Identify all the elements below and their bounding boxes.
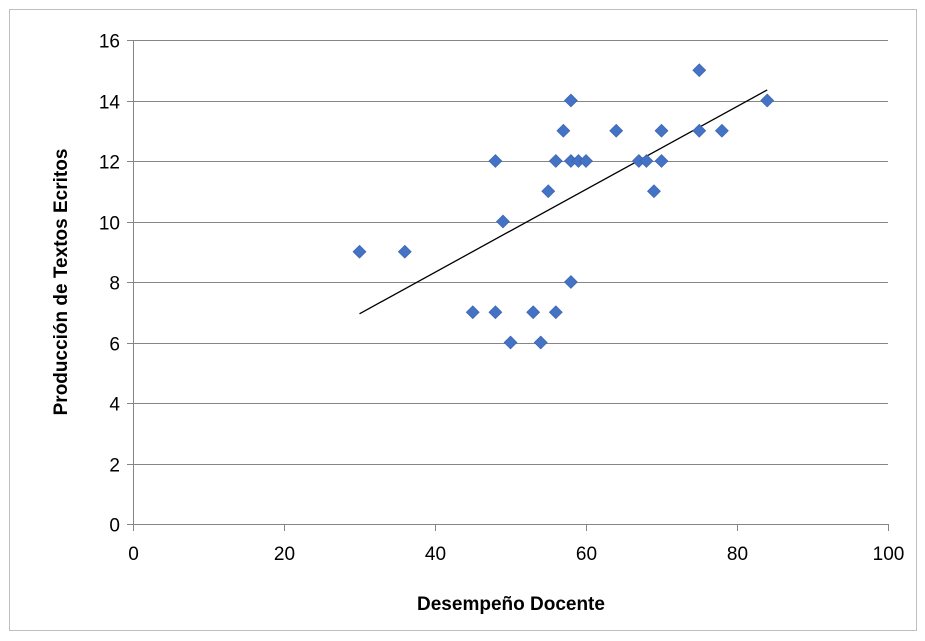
data-point-7 xyxy=(526,305,541,320)
data-point-11 xyxy=(548,154,563,168)
y-axis-title: Producción de Textos Ecritos xyxy=(51,149,72,416)
data-point-26 xyxy=(714,123,729,138)
data-point-1 xyxy=(397,244,412,259)
data-point-8 xyxy=(533,335,548,350)
x-axis-title: Desempeño Docente xyxy=(417,594,605,615)
chart-frame xyxy=(9,9,917,631)
data-point-27 xyxy=(760,93,775,108)
data-point-17 xyxy=(579,154,593,168)
x-tick-label-3: 60 xyxy=(576,544,597,565)
data-point-20 xyxy=(639,154,654,168)
data-point-10 xyxy=(548,305,563,320)
x-tick-label-4: 80 xyxy=(727,544,748,565)
data-point-6 xyxy=(503,335,518,350)
y-tick-label-7: 14 xyxy=(99,93,121,114)
data-point-18 xyxy=(609,123,624,138)
data-points xyxy=(352,63,775,350)
y-tick-label-0: 0 xyxy=(109,516,120,537)
data-point-21 xyxy=(647,184,661,199)
y-tick-label-1: 2 xyxy=(109,456,120,477)
data-point-9 xyxy=(541,184,556,199)
data-point-3 xyxy=(488,305,503,320)
y-tick-label-4: 8 xyxy=(109,274,120,295)
y-tick-label-3: 6 xyxy=(109,335,120,356)
y-tick-label-5: 10 xyxy=(99,214,120,235)
y-tick-label-2: 4 xyxy=(109,395,120,416)
data-point-12 xyxy=(556,123,571,138)
y-tick-label-6: 12 xyxy=(99,153,120,174)
data-point-2 xyxy=(465,305,480,320)
data-point-23 xyxy=(654,154,669,168)
data-point-25 xyxy=(692,123,707,138)
data-point-15 xyxy=(563,275,578,289)
data-point-5 xyxy=(496,214,510,229)
data-point-24 xyxy=(692,63,707,78)
tick-labels: 0 2 4 6 8 10 12 14 16 0 20 40 60 80 100 xyxy=(99,32,904,566)
y-tick-label-8: 16 xyxy=(99,32,120,53)
x-tick-label-2: 40 xyxy=(425,544,446,565)
x-tick-label-5: 100 xyxy=(873,544,905,565)
data-point-0 xyxy=(352,244,367,259)
x-tick-label-0: 0 xyxy=(128,544,139,565)
data-point-4 xyxy=(488,154,503,168)
axes xyxy=(127,40,889,531)
data-point-13 xyxy=(563,93,578,108)
data-point-22 xyxy=(654,123,669,138)
x-tick-label-1: 20 xyxy=(274,544,295,565)
